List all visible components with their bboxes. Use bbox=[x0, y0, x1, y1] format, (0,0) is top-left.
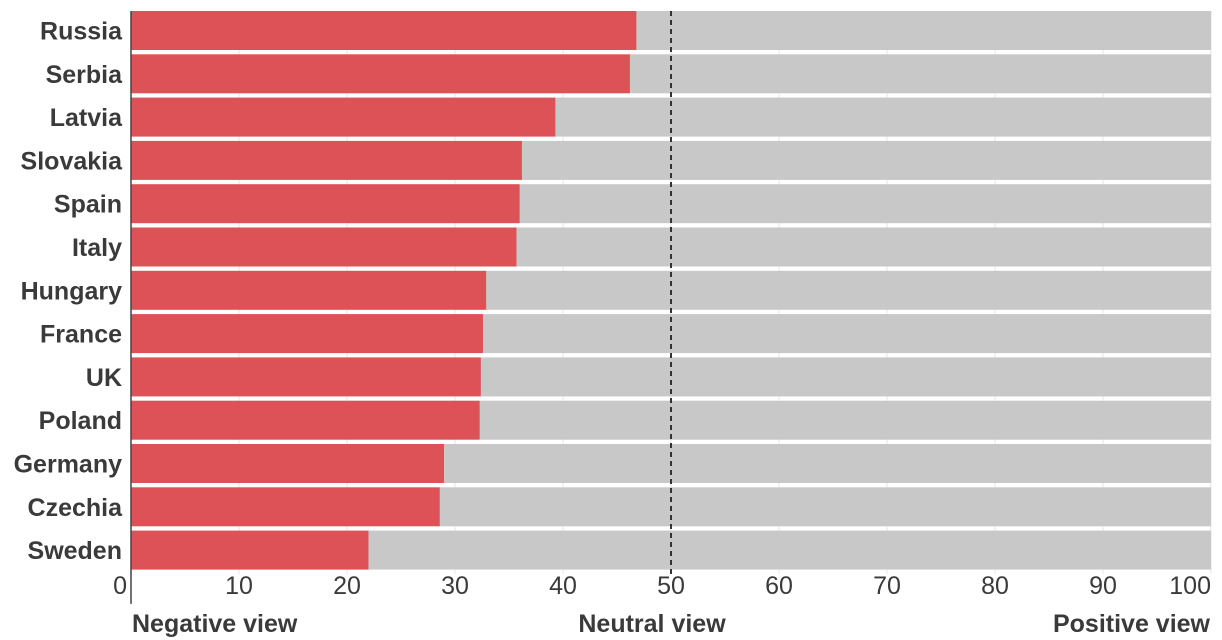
bar-remainder bbox=[629, 54, 1211, 94]
bar-negative bbox=[131, 314, 484, 354]
bar-remainder bbox=[521, 140, 1211, 180]
category-label: Latvia bbox=[50, 104, 123, 132]
x-tick-label: 0 bbox=[113, 572, 127, 600]
bar-negative bbox=[131, 270, 487, 310]
bar-negative bbox=[131, 184, 520, 224]
x-tick-label: 20 bbox=[333, 572, 361, 600]
bar-negative bbox=[131, 54, 630, 94]
bar-negative bbox=[131, 97, 556, 137]
x-tick-labels: 0 10 20 30 40 50 60 70 80 90 100 bbox=[113, 572, 1211, 600]
category-label: Italy bbox=[72, 234, 122, 262]
bar-remainder bbox=[519, 184, 1211, 224]
x-tick-label: 10 bbox=[225, 572, 253, 600]
bars bbox=[131, 11, 1212, 570]
category-label: Hungary bbox=[21, 277, 123, 305]
bar-negative bbox=[131, 357, 481, 397]
x-tick-label: 50 bbox=[657, 572, 685, 600]
bar-remainder bbox=[486, 270, 1211, 310]
category-labels: Russia Serbia Latvia Slovakia Spain Italy Hung… bbox=[14, 18, 123, 566]
bar-negative bbox=[131, 227, 517, 267]
x-tick-label: 100 bbox=[1169, 572, 1211, 600]
bar-remainder bbox=[444, 444, 1211, 483]
x-tick-label: 40 bbox=[549, 572, 577, 600]
category-label: Czechia bbox=[28, 494, 124, 522]
bar-negative bbox=[131, 530, 369, 570]
category-label: Serbia bbox=[46, 61, 124, 89]
bar-remainder bbox=[483, 314, 1212, 354]
x-tick-label: 60 bbox=[765, 572, 793, 600]
x-tick-label: 30 bbox=[441, 572, 469, 600]
bar-negative bbox=[131, 140, 522, 180]
x-tick-label: 90 bbox=[1089, 572, 1117, 600]
positive-view-label: Positive view bbox=[1053, 610, 1211, 638]
category-label: Germany bbox=[14, 451, 122, 479]
bar-remainder bbox=[555, 97, 1211, 137]
x-tick-label: 70 bbox=[873, 572, 901, 600]
bar-remainder bbox=[368, 530, 1212, 570]
category-label: Spain bbox=[54, 191, 122, 219]
category-label: UK bbox=[86, 364, 122, 392]
bar-remainder bbox=[480, 357, 1211, 397]
category-label: Sweden bbox=[28, 537, 122, 565]
category-label: France bbox=[40, 321, 122, 349]
category-label: Russia bbox=[40, 18, 123, 46]
negative-view-label: Negative view bbox=[132, 610, 298, 638]
bar-negative bbox=[131, 487, 440, 527]
x-tick-label: 80 bbox=[981, 572, 1009, 600]
neutral-view-label: Neutral view bbox=[578, 610, 726, 638]
bar-remainder bbox=[636, 11, 1211, 50]
bar-negative bbox=[131, 444, 445, 483]
bar-negative bbox=[131, 400, 480, 440]
category-label: Slovakia bbox=[21, 147, 124, 175]
bar-negative bbox=[131, 11, 637, 50]
bar-remainder bbox=[479, 400, 1212, 440]
bar-remainder bbox=[439, 487, 1211, 527]
category-label: Poland bbox=[39, 407, 122, 435]
bar-remainder bbox=[516, 227, 1211, 267]
